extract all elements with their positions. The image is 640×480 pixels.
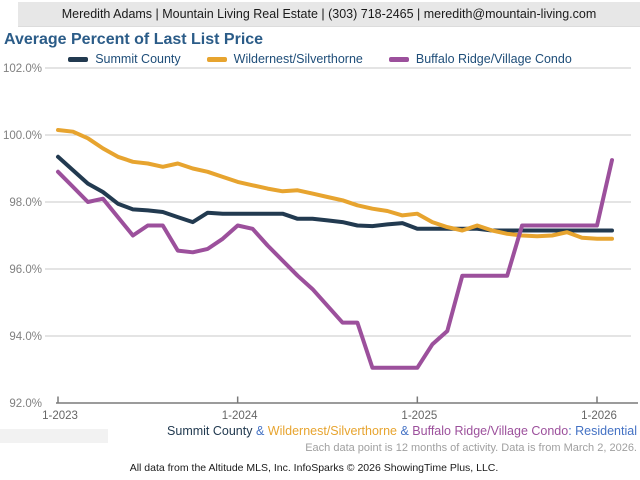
legend-swatch-icon (388, 56, 409, 62)
x-axis-tick-label: 1-2024 (222, 410, 258, 422)
footer-series-part: & (397, 424, 413, 438)
footer-series-part: & (252, 424, 268, 438)
x-axis-tick-label: 1-2026 (581, 410, 617, 422)
footer-corner-block (0, 429, 108, 443)
contact-bar: Meredith Adams | Mountain Living Real Es… (18, 2, 640, 27)
y-axis-tick-label: 102.0% (3, 63, 42, 75)
legend-item: Buffalo Ridge/Village Condo (388, 52, 572, 66)
footer-series-part: Wildernest/Silverthorne (267, 424, 397, 438)
footer-series-part: Summit County (167, 424, 253, 438)
chart-legend: Summit County Wildernest/Silverthorne Buff… (0, 51, 640, 67)
footer-note: Each data point is 12 months of activity… (305, 442, 637, 454)
contact-bar-text: Meredith Adams | Mountain Living Real Es… (61, 7, 597, 21)
legend-label: Buffalo Ridge/Village Condo (415, 52, 572, 66)
legend-swatch-icon (68, 56, 89, 62)
legend-label: Wildernest/Silverthorne (233, 52, 363, 66)
footer-attribution: All data from the Altitude MLS, Inc. Inf… (129, 462, 499, 474)
x-axis-tick-label: 1-2023 (42, 410, 78, 422)
y-axis-tick-label: 92.0% (9, 398, 42, 410)
y-axis-tick-label: 96.0% (9, 264, 42, 276)
y-axis-tick-label: 100.0% (3, 130, 42, 142)
page-title: Average Percent of Last List Price (4, 31, 264, 48)
series-line-summit-county (56, 154, 614, 233)
legend-swatch-icon (206, 56, 227, 62)
legend-item: Wildernest/Silverthorne (206, 52, 363, 66)
y-axis-tick-label: 98.0% (9, 197, 42, 209)
footer-series-part: : Residential (568, 424, 637, 438)
x-axis-tick-label: 1-2025 (401, 410, 437, 422)
legend-label: Summit County (95, 52, 181, 66)
y-axis-tick-label: 94.0% (9, 331, 42, 343)
legend-item: Summit County (68, 52, 181, 66)
footer-series-line: Summit County & Wildernest/Silverthorne … (167, 424, 637, 438)
series-line-buffalo-ridge-village-condo (56, 158, 614, 370)
footer-series-part: Buffalo Ridge/Village Condo (412, 424, 569, 438)
